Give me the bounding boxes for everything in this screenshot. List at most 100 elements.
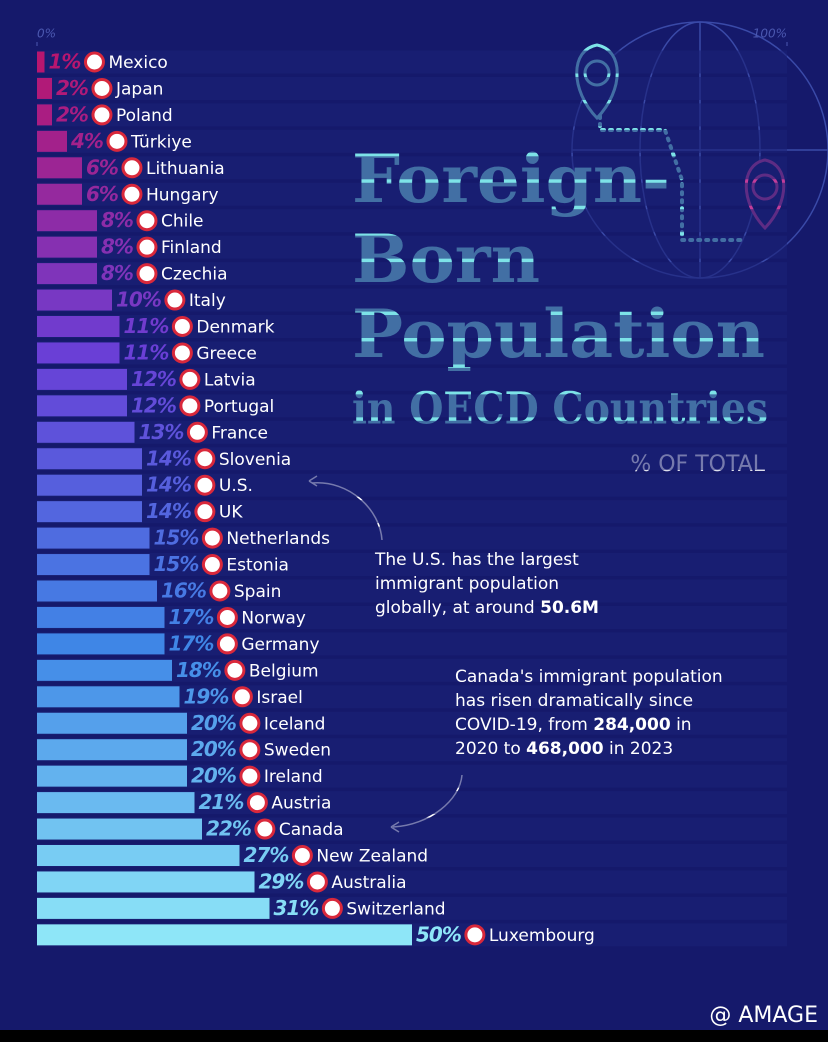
row-band (37, 235, 787, 259)
value-label: 12% (131, 393, 176, 417)
bar (37, 527, 150, 549)
value-label: 2% (56, 102, 88, 126)
value-label: 11% (124, 340, 169, 364)
value-label: 10% (116, 288, 161, 312)
category-label: Belgium (249, 661, 319, 681)
flag-icon (136, 263, 158, 285)
category-label: UK (219, 503, 243, 523)
row-band (37, 658, 787, 682)
row-band (37, 817, 787, 841)
annotation-line: has risen dramatically since (455, 691, 693, 711)
bar (37, 51, 45, 73)
category-label: Czechia (161, 265, 228, 285)
category-label: Latvia (204, 370, 256, 390)
value-label: 4% (70, 129, 103, 153)
flag-icon (239, 739, 261, 761)
value-label: 11% (124, 314, 169, 338)
row-band (37, 129, 787, 153)
category-label: Switzerland (346, 899, 445, 919)
row-band (37, 182, 787, 206)
flag-icon (186, 421, 208, 443)
category-label: Italy (189, 291, 226, 311)
annotation-text: Canada's immigrant population (455, 667, 723, 687)
row-band (37, 500, 787, 524)
row-band (37, 473, 787, 497)
flag-icon (194, 474, 216, 496)
value-label: 14% (146, 499, 191, 523)
flag-icon (179, 395, 201, 417)
row-band (37, 447, 787, 471)
annotation-line: The U.S. has the largest (374, 550, 579, 570)
value-label: 15% (154, 552, 199, 576)
flag-icon (136, 236, 158, 258)
value-label: 6% (86, 182, 118, 206)
row-band (37, 553, 787, 577)
flag-icon (306, 871, 328, 893)
flag-icon (231, 686, 253, 708)
flag-icon (164, 289, 186, 311)
bar (37, 686, 180, 708)
value-label: 19% (184, 684, 229, 708)
row-band (37, 367, 787, 391)
bar (37, 104, 52, 126)
bar (37, 421, 135, 443)
bar (37, 659, 172, 681)
value-label: 14% (146, 446, 191, 470)
annotation-line: Canada's immigrant population (455, 667, 723, 687)
category-label: Portugal (204, 397, 274, 417)
category-label: Hungary (146, 185, 219, 205)
row-band (37, 156, 787, 180)
bar (37, 818, 202, 840)
value-label: 13% (139, 420, 184, 444)
category-label: Estonia (226, 556, 289, 576)
value-label: 1% (49, 50, 81, 74)
annotation-line: immigrant population (375, 574, 559, 594)
annotation-text: 2020 to (455, 739, 526, 759)
bar (37, 316, 120, 337)
value-label: 50% (416, 922, 461, 946)
category-label: Luxembourg (489, 926, 595, 946)
value-label: 20% (191, 764, 236, 788)
bar (37, 554, 150, 576)
annotation-text: in 2023 (604, 739, 674, 759)
value-label: 29% (259, 869, 304, 893)
flag-icon (171, 342, 193, 364)
category-label: U.S. (219, 476, 253, 496)
bar (37, 263, 97, 285)
category-label: Slovenia (219, 450, 291, 470)
annotation-line: 2020 to 468,000 in 2023 (455, 739, 673, 759)
row-band (37, 288, 787, 312)
row-band (37, 209, 787, 233)
footer-strip (0, 1030, 828, 1042)
category-label: Ireland (264, 767, 323, 787)
flag-icon (201, 527, 223, 549)
category-label: Germany (241, 635, 319, 655)
value-label: 15% (154, 526, 199, 550)
value-label: 8% (101, 208, 133, 232)
flag-icon (246, 792, 268, 814)
category-label: Norway (241, 608, 306, 628)
flag-icon (239, 712, 261, 734)
bar (37, 157, 82, 179)
row-band (37, 315, 787, 338)
value-label: 17% (169, 631, 214, 655)
annotation-text: immigrant population (375, 574, 559, 594)
bar (37, 368, 127, 390)
row-band (37, 791, 787, 815)
flag-icon (136, 210, 158, 232)
bar (37, 289, 112, 311)
category-label: Spain (234, 582, 282, 602)
value-label: 21% (199, 790, 244, 814)
flag-icon (254, 818, 276, 840)
category-label: Finland (161, 238, 222, 258)
value-label: 22% (206, 817, 251, 841)
flag-icon (171, 316, 193, 337)
value-label: 6% (86, 155, 118, 179)
value-label: 18% (176, 658, 221, 682)
value-label: 20% (191, 737, 236, 761)
flag-icon (216, 633, 238, 655)
flag-icon (91, 104, 113, 126)
category-label: Poland (116, 106, 173, 126)
